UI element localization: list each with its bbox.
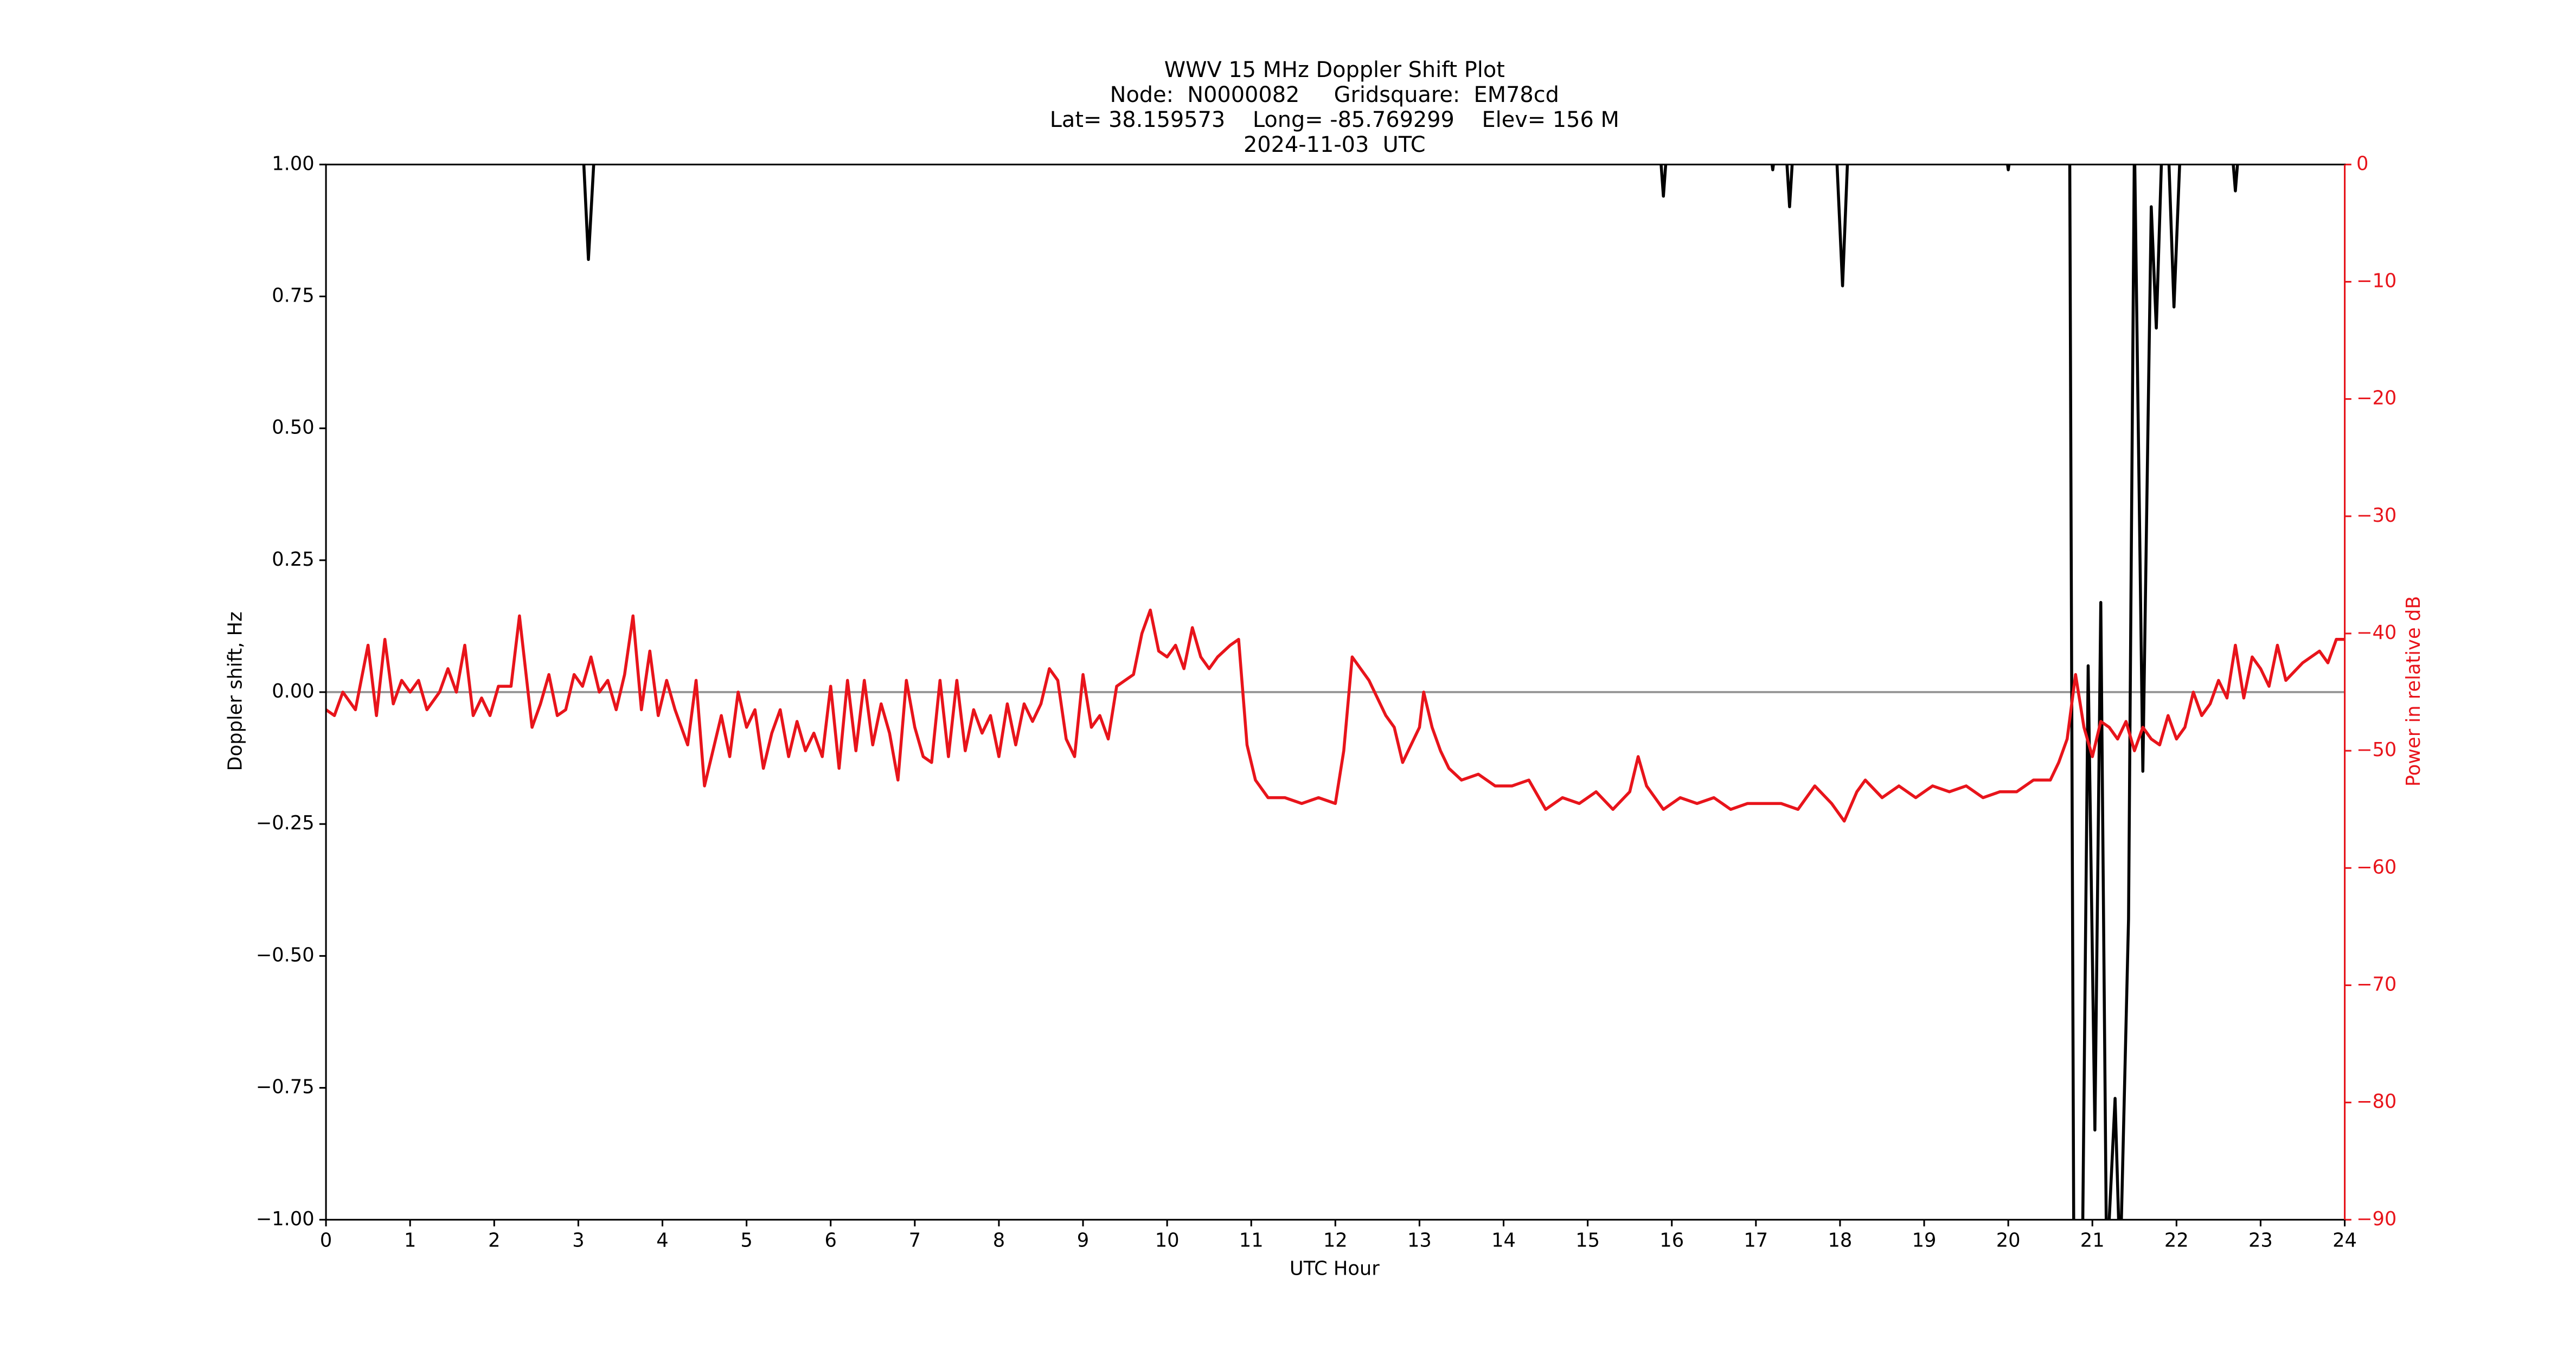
y2-tick-label: −20: [2356, 387, 2396, 410]
x-tick-label: 17: [1744, 1230, 1768, 1252]
x-tick-label: 1: [404, 1230, 416, 1252]
x-tick-label: 9: [1077, 1230, 1089, 1252]
x-tick-label: 12: [1323, 1230, 1348, 1252]
y2-tick-label: −80: [2356, 1091, 2396, 1113]
x-tick-label: 11: [1239, 1230, 1264, 1252]
chart-subtitle: Node: N0000082 Gridsquare: EM78cd: [1110, 82, 1559, 107]
x-tick-label: 7: [909, 1230, 921, 1252]
chart-title: WWV 15 MHz Doppler Shift Plot: [1164, 57, 1505, 82]
y-tick-label: −0.75: [256, 1076, 315, 1098]
x-tick-label: 22: [2164, 1230, 2189, 1252]
y-axis-label: Doppler shift, Hz: [225, 612, 247, 771]
x-tick-label: 3: [572, 1230, 584, 1252]
y2-tick-label: −60: [2356, 856, 2396, 878]
y2-tick-label: 0: [2356, 152, 2368, 175]
x-tick-label: 21: [2080, 1230, 2105, 1252]
y2-tick-label: −40: [2356, 622, 2396, 644]
x-tick-label: 18: [1828, 1230, 1853, 1252]
x-tick-label: 2: [488, 1230, 500, 1252]
chart-subtitle: 2024-11-03 UTC: [1244, 132, 1426, 157]
x-tick-label: 5: [740, 1230, 752, 1252]
chart-subtitle: Lat= 38.159573 Long= -85.769299 Elev= 15…: [1050, 107, 1619, 132]
x-tick-label: 4: [656, 1230, 668, 1252]
x-tick-label: 13: [1407, 1230, 1432, 1252]
y-tick-label: 0.00: [272, 680, 314, 702]
y2-tick-label: −70: [2356, 973, 2396, 995]
data-line: [326, 608, 2345, 823]
x-tick-label: 0: [320, 1230, 332, 1252]
x-tick-label: 20: [1996, 1230, 2021, 1252]
y-tick-label: 0.75: [272, 284, 314, 306]
y2-axis-label: Power in relative dB: [2402, 596, 2425, 787]
y2-tick-label: −90: [2356, 1208, 2396, 1230]
x-tick-label: 19: [1912, 1230, 1937, 1252]
x-tick-label: 16: [1659, 1230, 1684, 1252]
y2-tick-label: −10: [2356, 270, 2396, 292]
x-tick-label: 10: [1155, 1230, 1180, 1252]
x-tick-label: 23: [2248, 1230, 2273, 1252]
y-tick-label: −0.25: [256, 812, 315, 834]
x-tick-label: 8: [993, 1230, 1005, 1252]
y2-tick-label: −30: [2356, 504, 2396, 527]
y-tick-label: 0.50: [272, 417, 314, 439]
y-tick-label: −1.00: [256, 1208, 315, 1230]
y-tick-label: −0.50: [256, 944, 315, 966]
x-tick-label: 14: [1491, 1230, 1516, 1252]
y-tick-label: 1.00: [272, 152, 314, 175]
y-tick-label: 0.25: [272, 548, 314, 571]
x-axis-label: UTC Hour: [1290, 1258, 1380, 1280]
x-tick-label: 15: [1575, 1230, 1600, 1252]
x-tick-label: 6: [824, 1230, 836, 1252]
y2-tick-label: −50: [2356, 739, 2396, 761]
x-tick-label: 24: [2333, 1230, 2357, 1252]
